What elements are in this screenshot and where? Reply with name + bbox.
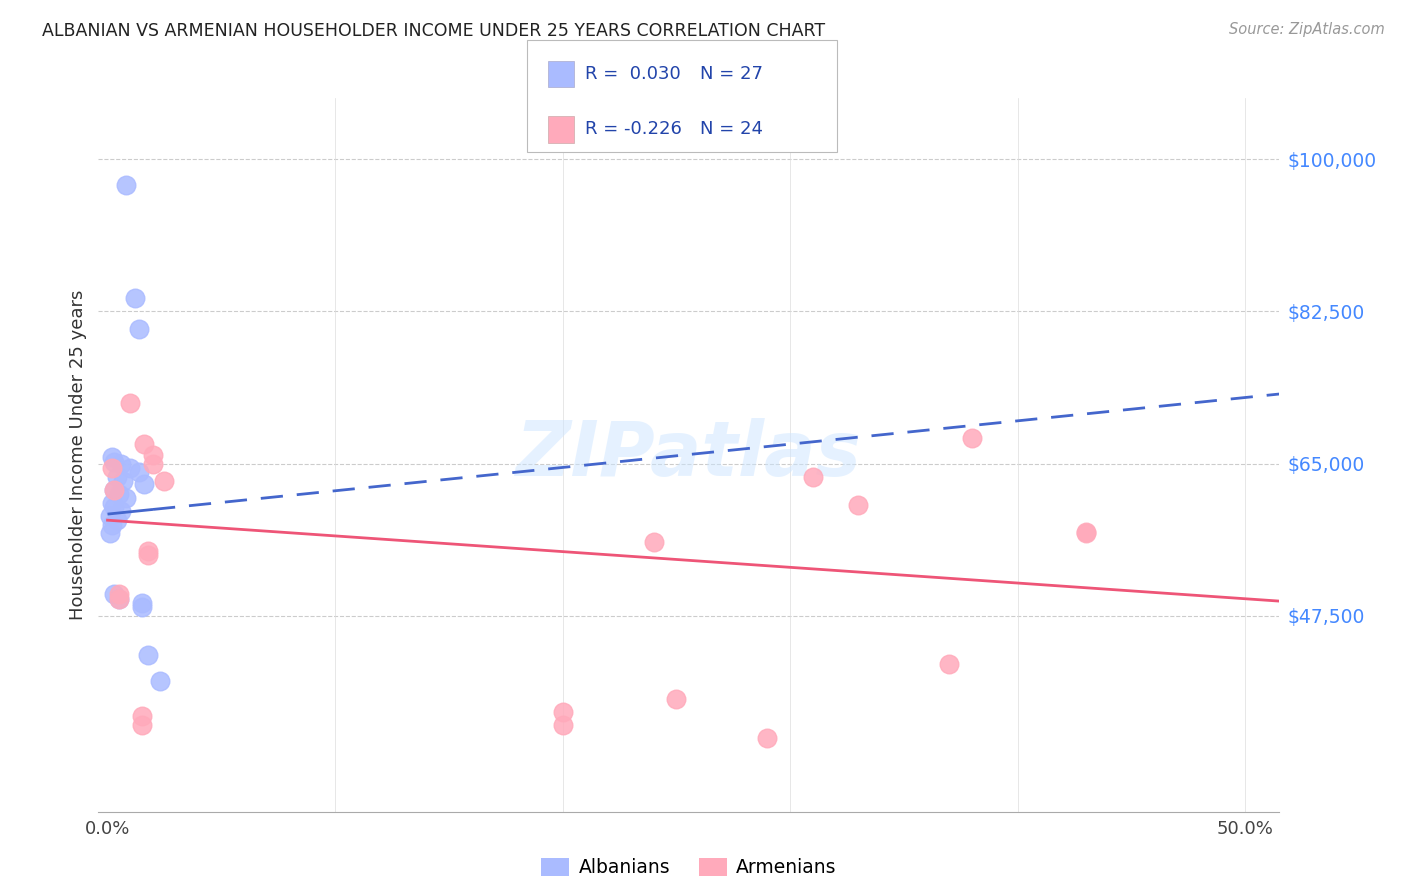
Point: [103, 483, 125, 497]
Point: [103, 500, 125, 515]
Point: [801, 469, 824, 483]
Point: [101, 496, 124, 510]
Text: Source: ZipAtlas.com: Source: ZipAtlas.com: [1229, 22, 1385, 37]
Point: [138, 648, 160, 662]
Text: ALBANIAN VS ARMENIAN HOUSEHOLDER INCOME UNDER 25 YEARS CORRELATION CHART: ALBANIAN VS ARMENIAN HOUSEHOLDER INCOME …: [42, 22, 825, 40]
Point: [128, 466, 150, 480]
Point: [132, 476, 155, 491]
Point: [101, 517, 124, 532]
Point: [101, 461, 124, 475]
Point: [138, 548, 160, 562]
Point: [938, 657, 960, 671]
Point: [112, 474, 135, 488]
Point: [105, 513, 128, 527]
Point: [98, 526, 121, 541]
Point: [962, 430, 984, 444]
Point: [108, 591, 131, 606]
Text: N = 27: N = 27: [700, 65, 763, 83]
Text: ZIPatlas: ZIPatlas: [516, 418, 862, 491]
Point: [103, 587, 125, 601]
Point: [551, 717, 574, 731]
Point: [131, 709, 153, 723]
Point: [110, 457, 132, 471]
Point: [1074, 526, 1097, 541]
Point: [132, 437, 155, 451]
Point: [128, 322, 150, 336]
Point: [149, 674, 172, 689]
Point: [110, 504, 132, 518]
Point: [131, 717, 153, 731]
Point: [108, 487, 131, 501]
Point: [108, 591, 131, 606]
Text: R =  0.030: R = 0.030: [585, 65, 681, 83]
Point: [105, 469, 128, 483]
Point: [551, 705, 574, 719]
Text: N = 24: N = 24: [700, 120, 763, 138]
Point: [138, 543, 160, 558]
Point: [756, 731, 779, 745]
Point: [131, 596, 153, 610]
Point: [108, 587, 131, 601]
Point: [142, 457, 165, 471]
Point: [643, 535, 665, 549]
Point: [848, 499, 870, 513]
Point: [101, 450, 124, 464]
Point: [120, 461, 142, 475]
Point: [114, 491, 136, 506]
Point: [103, 455, 125, 469]
Point: [665, 691, 688, 706]
Point: [120, 395, 142, 409]
Y-axis label: Householder Income Under 25 years: Householder Income Under 25 years: [69, 290, 87, 620]
Point: [153, 474, 176, 488]
Point: [131, 600, 153, 615]
Legend: Albanians, Armenians: Albanians, Armenians: [534, 850, 844, 884]
Point: [142, 448, 165, 462]
Point: [114, 178, 136, 193]
Point: [98, 508, 121, 523]
Point: [124, 291, 146, 305]
Point: [1074, 524, 1097, 539]
Text: R = -0.226: R = -0.226: [585, 120, 682, 138]
Point: [103, 483, 125, 497]
